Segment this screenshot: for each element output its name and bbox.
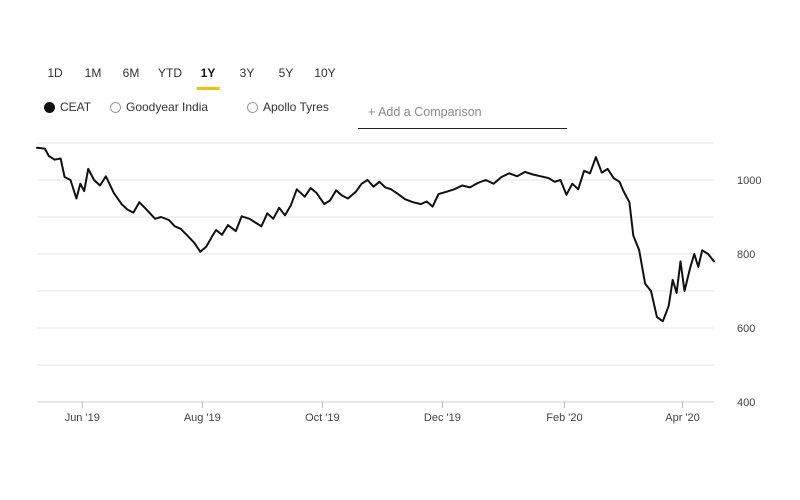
tab-1d[interactable]: 1D [47,66,63,80]
y-tick-label: 1000 [737,175,761,187]
tab-10y[interactable]: 10Y [314,66,336,80]
y-axis: 1000 800 600 400 [737,175,761,409]
tab-1y[interactable]: 1Y [196,66,220,90]
x-tick-label: Oct '19 [305,412,340,424]
x-tick-label: Dec '19 [424,412,461,424]
series-line-ceat [36,146,715,323]
y-tick-label: 400 [737,397,755,409]
radio-unselected-icon [110,101,121,113]
legend-item-goodyear-india[interactable]: Goodyear India [110,100,208,114]
legend-item-apollo-tyres[interactable]: Apollo Tyres [247,100,329,114]
x-tick-label: Feb '20 [546,412,582,424]
tab-ytd[interactable]: YTD [158,66,182,80]
x-tick-label: Aug '19 [184,412,221,424]
series-layer [36,146,715,323]
y-tick-label: 800 [737,249,755,261]
legend-label: Apollo Tyres [263,100,329,114]
radio-unselected-icon [247,101,258,113]
tab-3y[interactable]: 3Y [239,66,255,80]
y-tick-label: 600 [737,323,755,335]
tab-6m[interactable]: 6M [122,66,140,80]
tab-5y[interactable]: 5Y [278,66,294,80]
legend-label: CEAT [60,100,92,114]
x-axis: Jun '19 Aug '19 Oct '19 Dec '19 Feb '20 Apr '… [65,402,700,424]
add-comparison-field[interactable] [358,100,568,129]
legend-label: Goodyear India [126,100,209,114]
x-tick-label: Jun '19 [65,412,100,424]
tab-1m[interactable]: 1M [84,66,102,80]
active-tab-indicator [196,87,220,90]
x-tick-label: Apr '20 [665,412,700,424]
radio-selected-icon [44,101,55,113]
grid-lines [37,142,714,403]
add-comparison-input[interactable] [358,105,568,119]
legend-item-ceat[interactable]: CEAT [44,100,91,114]
